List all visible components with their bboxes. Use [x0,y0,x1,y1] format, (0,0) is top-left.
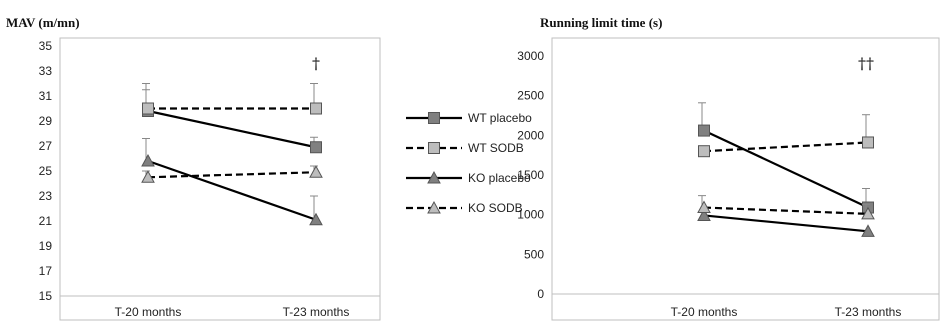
mav-x-tick-label: T-20 months [115,305,182,319]
mav-y-tick-label: 25 [39,164,53,178]
mav-chart-title: MAV (m/mn) [6,15,80,30]
mav-y-tick-label: 33 [39,64,53,78]
running-limit-y-tick-label: 1000 [517,208,544,222]
running-limit-wt-placebo-point [698,124,710,137]
running-limit-y-tick-label: 0 [537,287,544,301]
legend-ko-placebo-label: KO placebo [468,171,531,185]
legend-wt-placebo-marker [428,112,440,124]
mav-y-tick-label: 35 [39,39,53,53]
mav-ko-placebo-point [309,212,323,226]
legend: WT placebo WT SODB KO placebo KO SODB [406,111,532,215]
mav-wt-sodb-point [310,102,322,115]
legend-wt-sodb-marker [428,142,440,154]
mav-y-tick-label: 27 [39,139,53,153]
mav-ko-placebo-line [147,159,317,221]
mav-significance-annotation: † [312,54,320,73]
mav-plot-content: 15 17 19 21 23 25 27 29 31 33 35 T-20 months T-23 mo… [39,39,380,319]
running-limit-ko-placebo-line [703,214,869,233]
running-limit-y-tick-label: 1500 [517,168,544,182]
running-limit-plot-content: 0 500 1000 1500 2000 2500 3000 T-20 months T-23 … [517,49,939,319]
running-limit-chart-title: Running limit time (s) [540,15,662,30]
mav-y-tick-label: 15 [39,289,53,303]
running-limit-ko-placebo-point [861,224,875,237]
mav-y-tick-label: 29 [39,114,53,128]
running-limit-wt-placebo-line [703,129,869,209]
mav-x-tick-label: T-23 months [283,305,350,319]
running-limit-ko-placebo-point [697,208,711,221]
running-limit-x-tick-label: T-23 months [835,305,902,319]
mav-chart: MAV (m/mn) 15 17 19 21 23 25 27 29 31 33 35 T-20 mo… [6,15,381,321]
running-limit-y-tick-label: 2500 [517,89,544,103]
legend-wt-sodb-label: WT SODB [468,141,524,155]
running-limit-x-tick-label: T-20 months [671,305,738,319]
mav-y-tick-label: 19 [39,239,53,253]
legend-ko-sodb-label: KO SODB [468,201,523,215]
mav-ko-sodb-line [147,171,317,179]
mav-y-tick-label: 23 [39,189,53,203]
mav-plot-frame [59,37,381,321]
running-limit-y-tick-label: 3000 [517,49,544,63]
mav-y-tick-label: 21 [39,214,53,228]
mav-wt-placebo-line [147,109,317,149]
running-limit-ko-sodb-point [697,200,711,214]
legend-ko-sodb-marker [427,200,441,214]
running-limit-chart: Running limit time (s) 0 500 1000 1500 2000 2… [517,15,940,321]
mav-y-tick-label: 17 [39,264,53,278]
mav-wt-placebo-point [310,141,322,154]
mav-y-tick-label: 31 [39,89,53,103]
legend-wt-placebo-label: WT placebo [468,111,532,125]
running-limit-ko-sodb-point [861,206,875,220]
mav-ko-sodb-point [309,165,323,178]
running-limit-wt-sodb-point [698,145,710,158]
mav-ko-sodb-point [141,170,155,183]
running-limit-wt-sodb-point [862,136,874,149]
running-limit-ko-sodb-line [703,206,869,215]
legend-ko-placebo-marker [427,170,441,184]
running-limit-y-tick-label: 500 [524,247,544,261]
mav-wt-sodb-point [142,102,154,115]
mav-ko-placebo-point [141,153,155,167]
running-limit-y-tick-label: 2000 [517,128,544,142]
running-limit-wt-sodb-line [703,141,869,153]
running-limit-plot-frame [551,37,940,321]
running-limit-significance-annotation: †† [858,54,874,73]
